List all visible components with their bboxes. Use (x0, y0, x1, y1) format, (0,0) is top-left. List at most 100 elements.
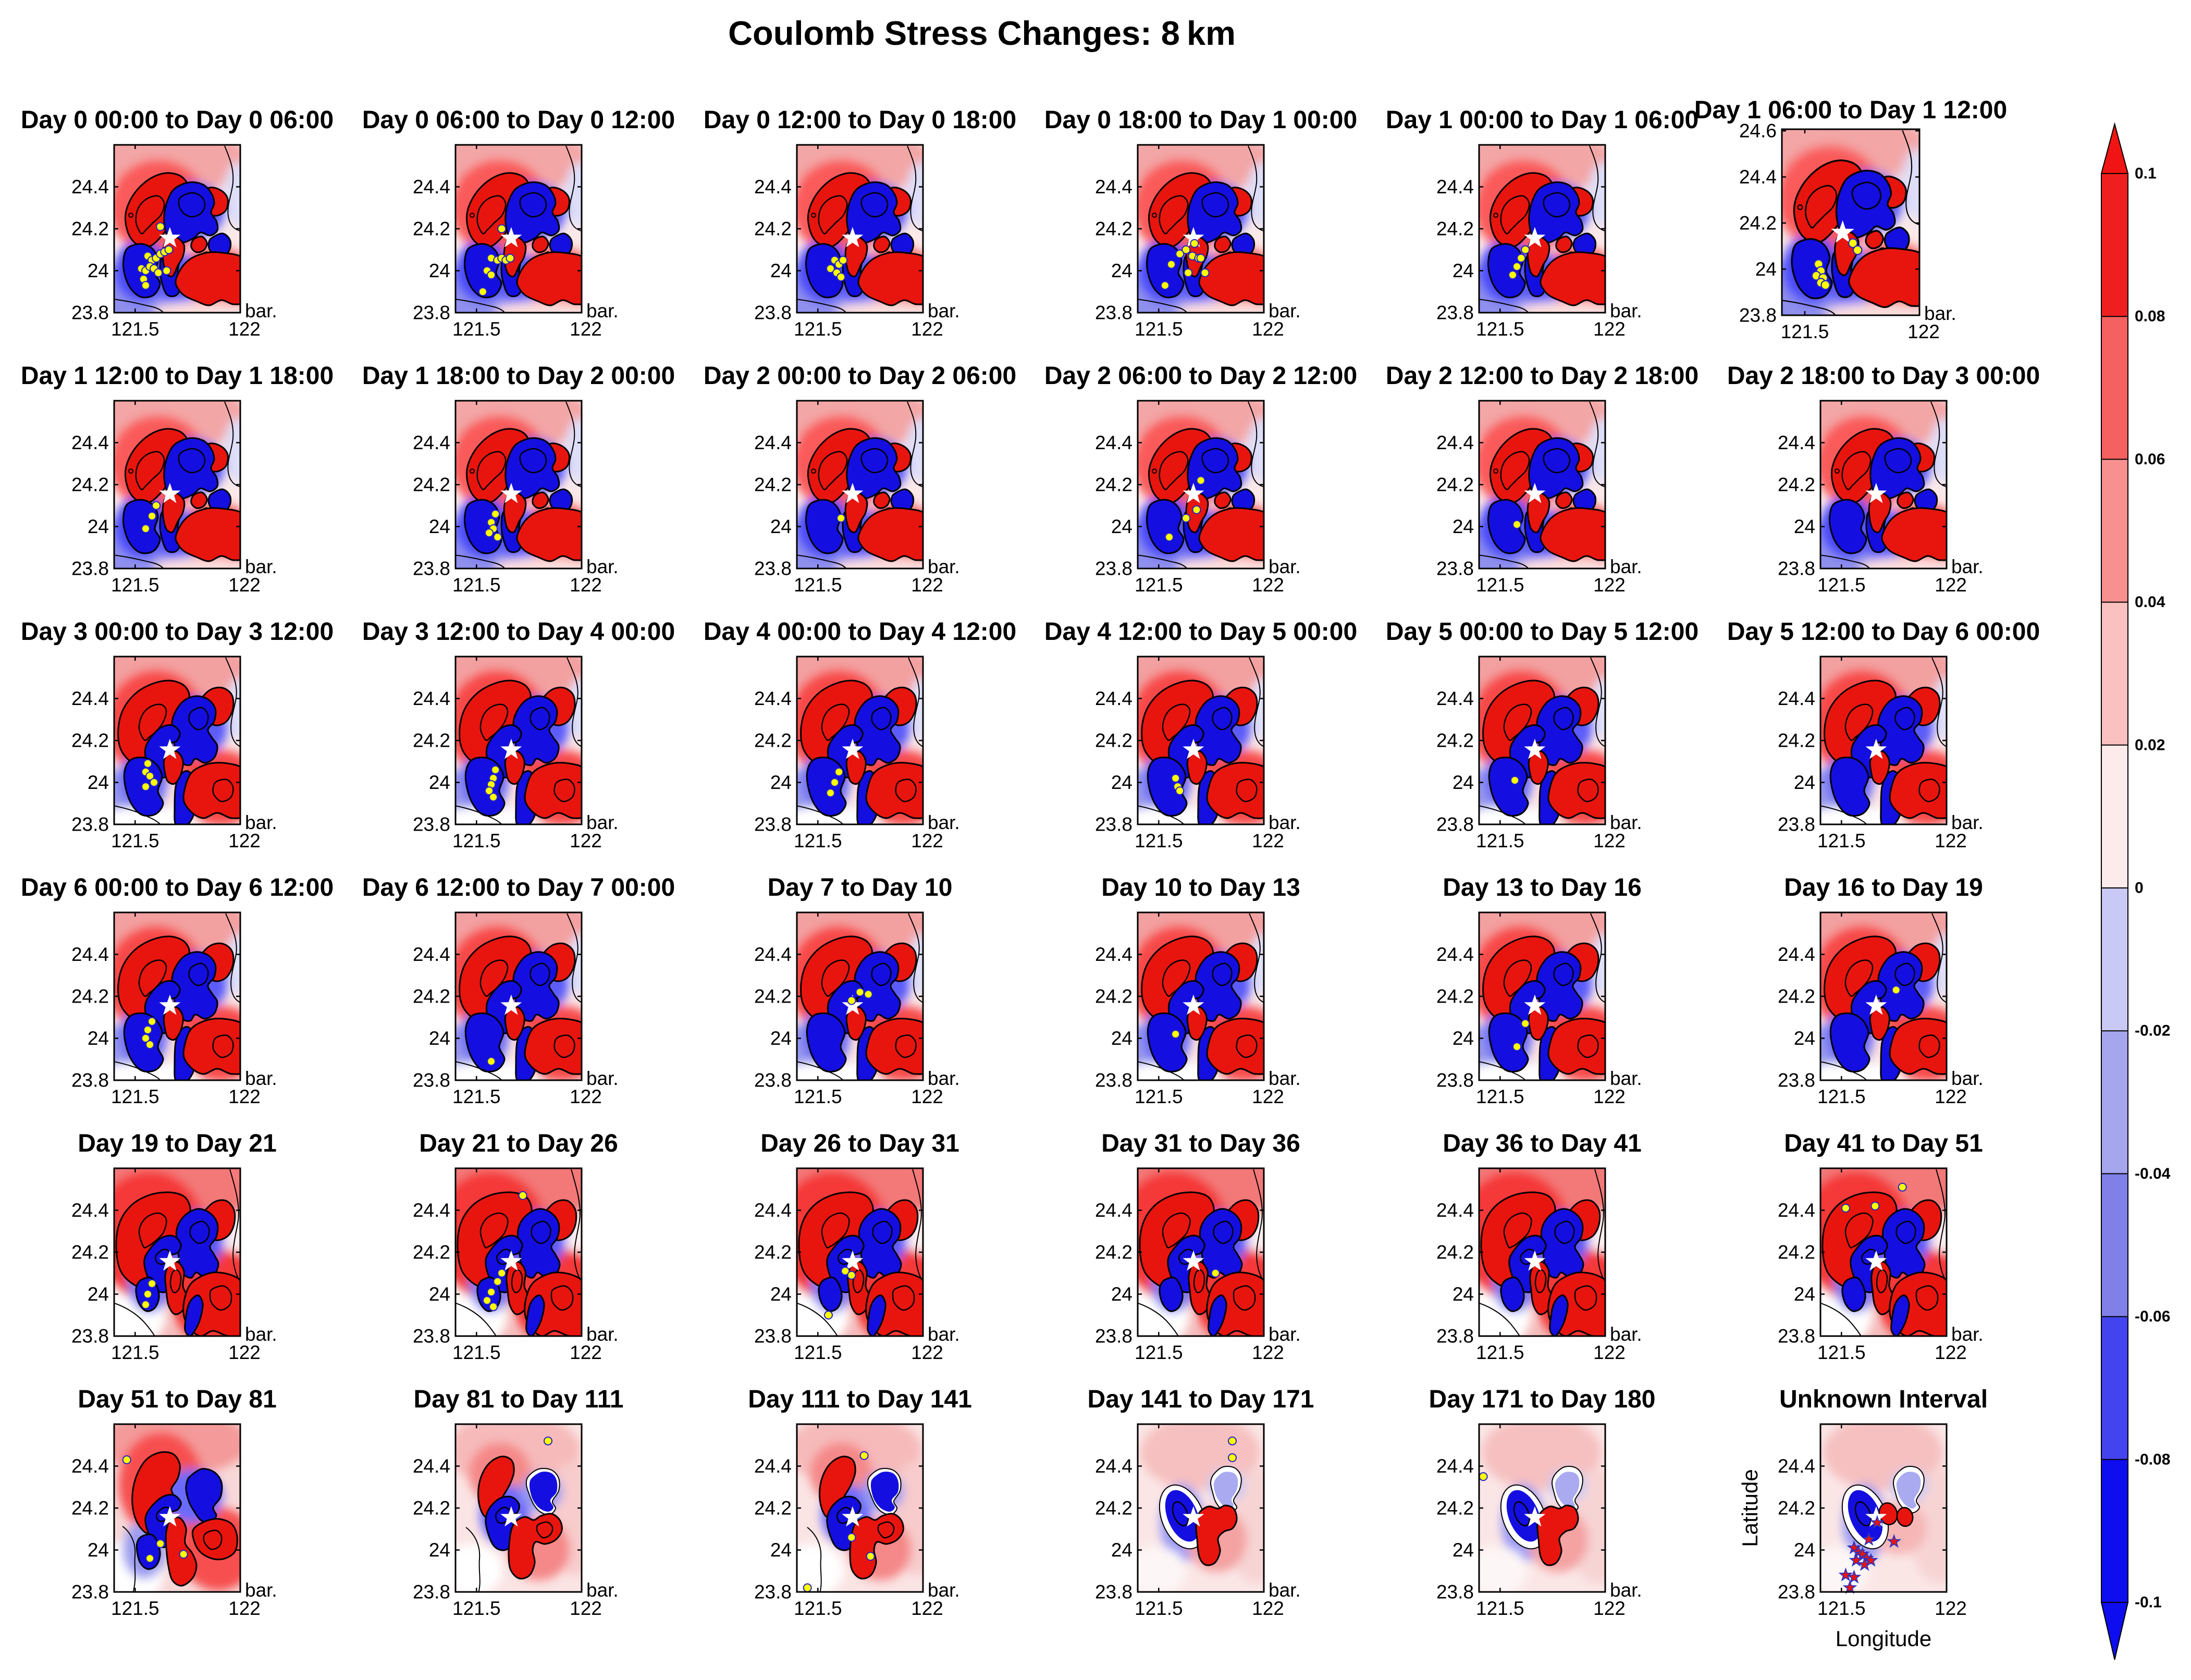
svg-text:24.4: 24.4 (413, 176, 450, 197)
svg-text:bar.: bar. (1951, 1324, 1984, 1345)
svg-text:24: 24 (88, 1028, 109, 1049)
svg-text:24: 24 (1111, 260, 1133, 281)
svg-text:24.2: 24.2 (1436, 1498, 1474, 1519)
svg-text:24: 24 (1453, 1283, 1474, 1305)
svg-text:23.8: 23.8 (1778, 1326, 1815, 1347)
svg-text:bar.: bar. (928, 1324, 960, 1345)
svg-text:24: 24 (88, 516, 109, 537)
svg-text:23.8: 23.8 (754, 1070, 792, 1091)
svg-text:24: 24 (1794, 772, 1815, 793)
svg-text:Day 1 18:00 to Day 2 00:00: Day 1 18:00 to Day 2 00:00 (362, 362, 675, 390)
svg-text:Day 26 to Day 31: Day 26 to Day 31 (760, 1130, 959, 1157)
svg-text:23.8: 23.8 (1095, 1070, 1133, 1091)
svg-text:Day 0 00:00 to Day 0 06:00: Day 0 00:00 to Day 0 06:00 (21, 106, 334, 134)
svg-text:0.1: 0.1 (2135, 165, 2157, 182)
svg-text:24.4: 24.4 (71, 1455, 109, 1477)
svg-text:122: 122 (228, 1342, 261, 1363)
svg-text:Day 7 to Day 10: Day 7 to Day 10 (768, 874, 953, 901)
svg-text:122: 122 (1593, 1086, 1626, 1107)
svg-text:Coulomb Stress Changes: 8 km: Coulomb Stress Changes: 8 km (728, 14, 1236, 52)
svg-text:Day 81 to Day 111: Day 81 to Day 111 (414, 1386, 624, 1413)
svg-text:121.5: 121.5 (452, 830, 501, 851)
svg-text:24: 24 (429, 516, 450, 537)
svg-text:bar.: bar. (586, 556, 619, 577)
svg-text:23.8: 23.8 (1778, 814, 1815, 835)
svg-text:121.5: 121.5 (1817, 1342, 1866, 1363)
svg-text:bar.: bar. (1269, 1579, 1301, 1601)
svg-text:24.4: 24.4 (1778, 688, 1815, 709)
svg-text:24.4: 24.4 (754, 176, 792, 197)
svg-text:Day 3 00:00 to Day 3 12:00: Day 3 00:00 to Day 3 12:00 (21, 618, 334, 646)
svg-text:bar.: bar. (245, 1324, 277, 1345)
svg-text:Day 2 00:00 to Day 2 06:00: Day 2 00:00 to Day 2 06:00 (704, 362, 1016, 390)
svg-text:24.2: 24.2 (1095, 986, 1133, 1007)
svg-text:bar.: bar. (928, 1068, 960, 1089)
svg-text:24: 24 (1111, 1539, 1133, 1561)
svg-text:23.8: 23.8 (71, 1070, 109, 1091)
svg-text:23.8: 23.8 (754, 558, 792, 579)
svg-text:122: 122 (1252, 1598, 1284, 1619)
svg-text:23.8: 23.8 (1778, 558, 1815, 579)
svg-text:-0.04: -0.04 (2135, 1165, 2171, 1182)
svg-text:24.4: 24.4 (1095, 1200, 1133, 1221)
svg-text:Day 41 to Day 51: Day 41 to Day 51 (1784, 1130, 1983, 1157)
svg-text:23.8: 23.8 (71, 1326, 109, 1347)
svg-text:121.5: 121.5 (1476, 574, 1524, 596)
svg-text:Day 16 to Day 19: Day 16 to Day 19 (1784, 874, 1983, 901)
svg-text:0: 0 (2135, 880, 2144, 897)
svg-text:24: 24 (88, 1283, 109, 1305)
svg-text:Day 2 18:00 to Day 3 00:00: Day 2 18:00 to Day 3 00:00 (1727, 362, 2040, 390)
svg-text:Day 111 to Day 141: Day 111 to Day 141 (748, 1386, 972, 1413)
svg-text:bar.: bar. (586, 300, 619, 322)
svg-text:121.5: 121.5 (111, 1598, 159, 1619)
svg-text:Day 5 00:00 to Day 5 12:00: Day 5 00:00 to Day 5 12:00 (1386, 618, 1698, 646)
svg-text:Day 1 06:00 to Day 1 12:00: Day 1 06:00 to Day 1 12:00 (1694, 96, 2007, 124)
svg-text:24: 24 (429, 1028, 450, 1049)
svg-text:24.2: 24.2 (1778, 730, 1815, 751)
svg-text:Day 5 12:00 to Day 6 00:00: Day 5 12:00 to Day 6 00:00 (1727, 618, 2040, 646)
svg-text:24.4: 24.4 (413, 1455, 450, 1477)
svg-text:24: 24 (1453, 772, 1474, 793)
svg-text:23.8: 23.8 (1436, 1070, 1474, 1091)
svg-text:121.5: 121.5 (794, 1342, 842, 1363)
svg-text:121.5: 121.5 (452, 318, 501, 340)
svg-text:24.2: 24.2 (71, 730, 109, 751)
svg-text:24.4: 24.4 (1095, 176, 1133, 197)
svg-text:24.4: 24.4 (71, 688, 109, 709)
svg-text:24.6: 24.6 (1739, 120, 1777, 142)
svg-text:23.8: 23.8 (71, 1582, 109, 1603)
svg-text:121.5: 121.5 (452, 1342, 501, 1363)
svg-text:Day 6 12:00 to Day 7 00:00: Day 6 12:00 to Day 7 00:00 (362, 874, 675, 901)
svg-text:24.4: 24.4 (1095, 432, 1133, 453)
svg-text:23.8: 23.8 (413, 558, 450, 579)
svg-text:24.2: 24.2 (754, 730, 792, 751)
svg-text:122: 122 (228, 1086, 261, 1107)
svg-text:23.8: 23.8 (1095, 302, 1133, 324)
svg-text:Day 4 12:00 to Day 5 00:00: Day 4 12:00 to Day 5 00:00 (1044, 618, 1357, 646)
svg-text:bar.: bar. (1269, 556, 1301, 577)
svg-text:0.02: 0.02 (2135, 736, 2165, 753)
svg-text:24.2: 24.2 (1095, 730, 1133, 751)
svg-text:Day 1 00:00 to Day 1 06:00: Day 1 00:00 to Day 1 06:00 (1386, 106, 1698, 134)
svg-text:121.5: 121.5 (1476, 318, 1524, 340)
svg-text:121.5: 121.5 (794, 318, 842, 340)
svg-text:23.8: 23.8 (413, 1582, 450, 1603)
svg-text:24: 24 (770, 1283, 792, 1305)
svg-text:122: 122 (1593, 574, 1626, 596)
svg-text:121.5: 121.5 (1476, 1598, 1524, 1619)
svg-text:24.4: 24.4 (1095, 688, 1133, 709)
svg-text:24.2: 24.2 (1739, 213, 1777, 234)
svg-text:24.2: 24.2 (754, 1498, 792, 1519)
svg-text:121.5: 121.5 (1135, 574, 1183, 596)
svg-text:24: 24 (88, 260, 109, 281)
svg-text:Day 21 to Day 26: Day 21 to Day 26 (419, 1130, 618, 1157)
svg-text:24.4: 24.4 (1095, 1455, 1133, 1477)
svg-text:23.8: 23.8 (413, 1070, 450, 1091)
svg-text:122: 122 (1252, 318, 1284, 340)
svg-text:23.8: 23.8 (413, 814, 450, 835)
svg-text:24: 24 (429, 260, 450, 281)
svg-text:121.5: 121.5 (1781, 321, 1829, 342)
svg-text:23.8: 23.8 (1436, 814, 1474, 835)
svg-text:24.2: 24.2 (71, 986, 109, 1007)
svg-text:24: 24 (1111, 772, 1133, 793)
